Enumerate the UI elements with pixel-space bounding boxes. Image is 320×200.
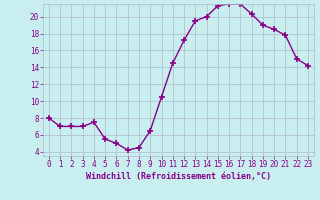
X-axis label: Windchill (Refroidissement éolien,°C): Windchill (Refroidissement éolien,°C) [86, 172, 271, 181]
